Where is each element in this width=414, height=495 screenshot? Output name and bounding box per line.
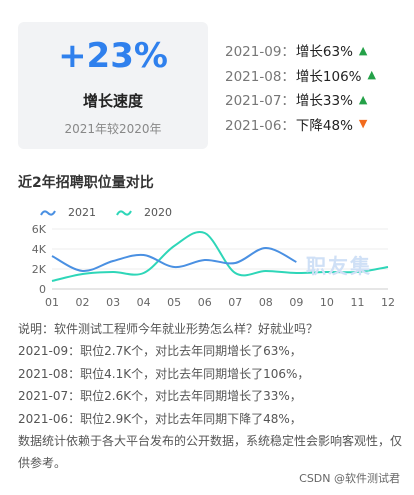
watermark: 职友集 xyxy=(306,254,372,278)
arrow-up-icon: ▲ xyxy=(358,43,368,57)
section-title: 近2年招聘职位量对比 xyxy=(18,175,154,191)
month-date: 2021-07： xyxy=(225,93,295,110)
monthly-change-list: 2021-09： 增长63% ▲ 2021-08： 增长106% ▲ 2021-… xyxy=(225,38,405,136)
legend-label: 2021 xyxy=(68,206,96,219)
x-tick-label: 08 xyxy=(259,296,273,309)
description-line: 2021-09：职位2.7K个，对比去年同期增长了63%， xyxy=(18,344,302,359)
description-line: 数据统计依赖于各大平台发布的公开数据，系统稳定性会影响客观性，仅供参考。 xyxy=(18,434,403,471)
monthly-row: 2021-09： 增长63% ▲ xyxy=(225,38,405,63)
growth-comparison: 2021年较2020年 xyxy=(64,122,162,136)
x-tick-label: 12 xyxy=(381,296,395,309)
monthly-row: 2021-06： 下降48% ▼ xyxy=(225,112,405,137)
monthly-row: 2021-08： 增长106% ▲ xyxy=(225,63,405,88)
y-tick-label: 4K xyxy=(32,243,47,256)
x-tick-label: 02 xyxy=(76,296,90,309)
y-tick-label: 6K xyxy=(32,223,47,236)
legend-item-2020[interactable]: 2020 xyxy=(116,206,172,219)
month-change: 增长33% xyxy=(295,93,353,110)
x-tick-label: 03 xyxy=(106,296,120,309)
y-tick-label: 0 xyxy=(39,283,46,296)
x-tick-label: 04 xyxy=(137,296,151,309)
legend-line-icon xyxy=(116,209,132,216)
month-change: 增长106% xyxy=(295,68,362,85)
series-line-2020 xyxy=(51,230,389,282)
description: 说明：软件测试工程师今年就业形势怎么样？好就业吗？ 2021-09：职位2.7K… xyxy=(18,318,404,475)
monthly-row: 2021-07： 增长33% ▲ xyxy=(225,87,405,112)
description-line: 2021-08：职位4.1K个，对比去年同期增长了106%， xyxy=(18,366,310,381)
series-line-2021 xyxy=(51,246,297,273)
x-tick-label: 09 xyxy=(289,296,303,309)
growth-percent: +23% xyxy=(58,36,168,76)
description-line: 2021-07：职位2.6K个，对比去年同期增长了33%， xyxy=(18,389,302,404)
x-tick-label: 01 xyxy=(45,296,59,309)
legend-line-icon xyxy=(40,209,56,216)
month-change: 下降48% xyxy=(295,117,353,134)
x-tick-label: 07 xyxy=(228,296,242,309)
x-tick-label: 05 xyxy=(167,296,181,309)
job-count-line-chart: 0 2K 4K 6K 01 02 03 04 05 06 07 08 09 10 11 12 xyxy=(32,223,395,309)
description-line: 说明：软件测试工程师今年就业形势怎么样？好就业吗？ xyxy=(18,322,319,336)
growth-label: 增长速度 xyxy=(82,92,143,110)
legend-label: 2020 xyxy=(144,206,172,219)
arrow-up-icon: ▲ xyxy=(367,68,376,82)
y-tick-label: 2K xyxy=(32,263,47,276)
month-change: 增长63% xyxy=(295,44,353,61)
month-date: 2021-09： xyxy=(225,44,295,61)
growth-stat-card: +23% 增长速度 2021年较2020年 xyxy=(18,22,208,149)
month-date: 2021-06： xyxy=(225,117,295,134)
month-date: 2021-08： xyxy=(225,68,295,85)
credit: CSDN @软件测试君 xyxy=(299,472,400,485)
arrow-up-icon: ▲ xyxy=(358,92,368,106)
x-tick-label: 11 xyxy=(350,296,364,309)
arrow-down-icon: ▼ xyxy=(358,117,368,131)
chart-legend: 2021 2020 xyxy=(40,206,192,219)
description-line: 2021-06：职位2.9K个，对比去年同期下降了48%， xyxy=(18,411,302,426)
x-tick-label: 10 xyxy=(320,296,334,309)
x-tick-label: 06 xyxy=(198,296,212,309)
legend-item-2021[interactable]: 2021 xyxy=(40,206,96,219)
